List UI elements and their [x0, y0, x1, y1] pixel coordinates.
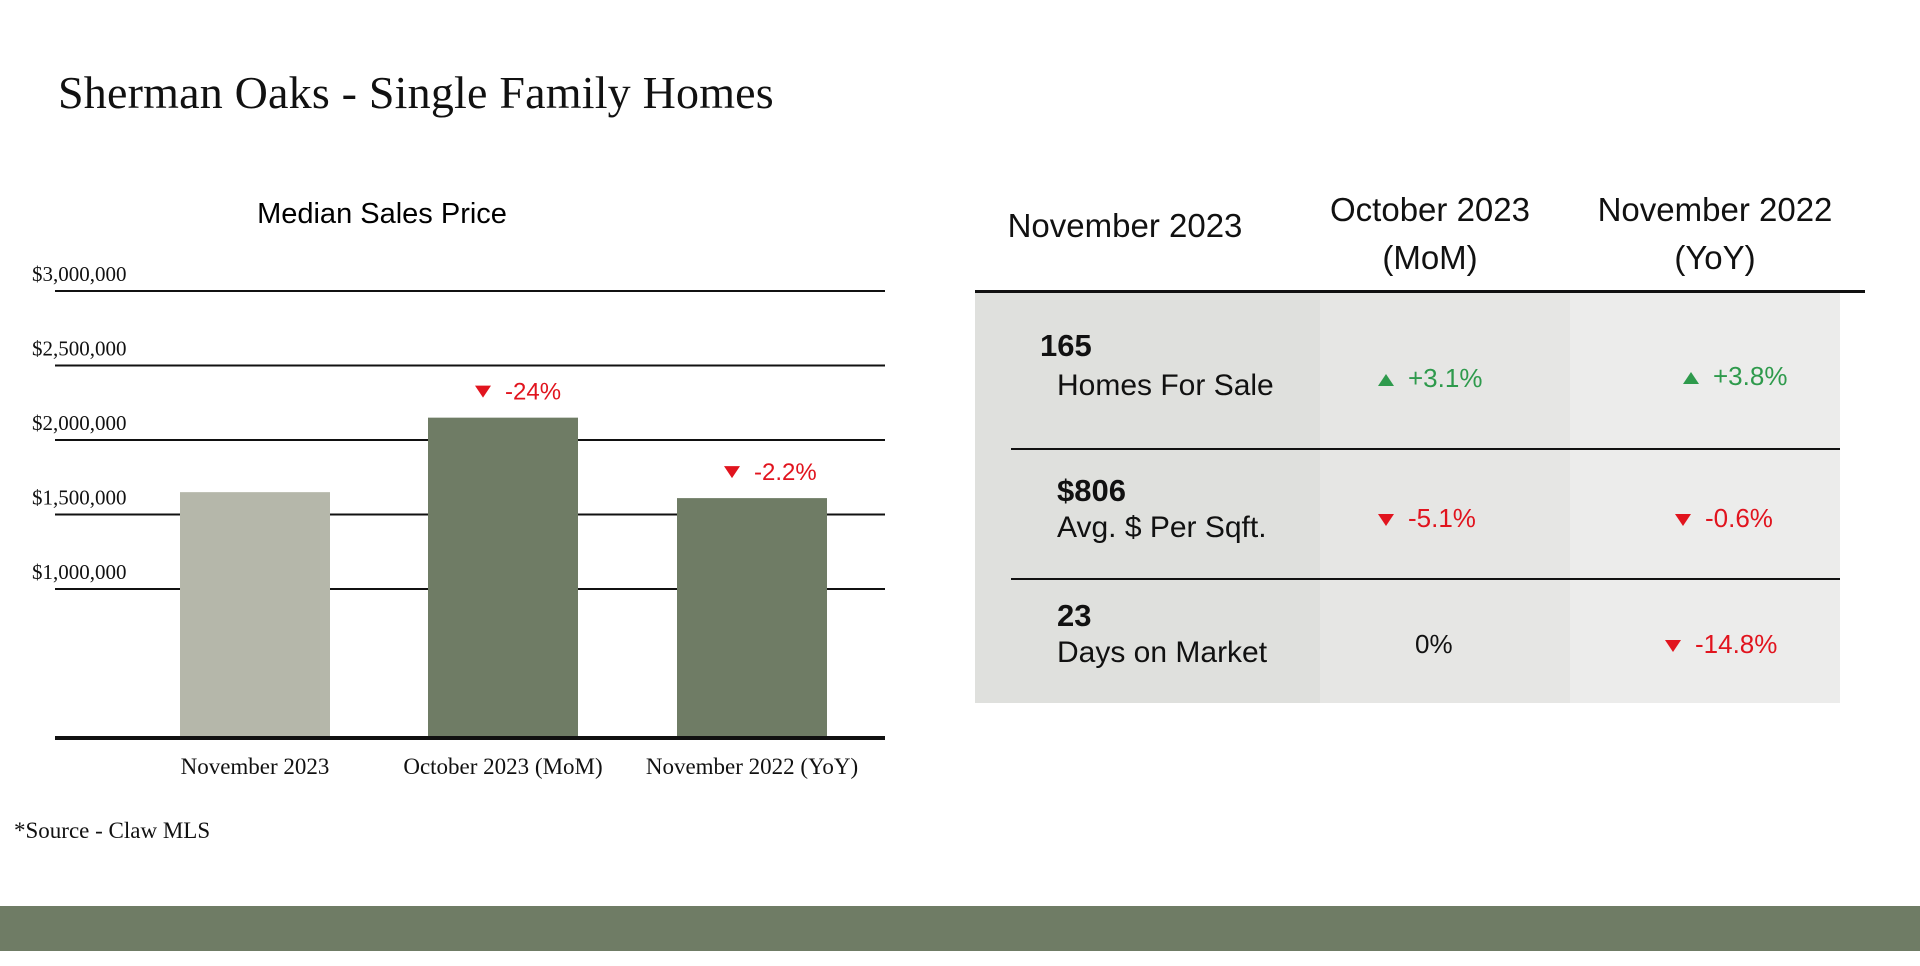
- homes-for-sale-mom-change: +3.1%: [1378, 363, 1482, 394]
- days-on-market-mom-change: 0%: [1415, 629, 1453, 659]
- chart-title: Median Sales Price: [257, 198, 507, 230]
- y-tick-label: $3,000,000: [32, 262, 127, 286]
- down-arrow-icon: [724, 466, 740, 479]
- homes-for-sale-yoy-change: +3.8%: [1683, 361, 1787, 392]
- bar-change-label: -2.2%: [754, 459, 817, 486]
- homes-for-sale-value: 165: [1040, 328, 1092, 363]
- x-tick-label: October 2023 (MoM): [403, 754, 602, 779]
- x-tick-label: November 2023: [181, 754, 330, 779]
- homes-for-sale-label: Homes For Sale: [1057, 369, 1274, 402]
- source-note: *Source - Claw MLS: [14, 818, 211, 843]
- y-tick-label: $1,000,000: [32, 560, 127, 584]
- current-column-band: [975, 293, 1320, 703]
- header-october-2023-mom: October 2023 (MoM): [1330, 191, 1530, 276]
- down-arrow-icon: [475, 385, 491, 398]
- page-title: Sherman Oaks - Single Family Homes: [58, 67, 774, 118]
- row-divider: [1011, 448, 1840, 450]
- price-per-sqft-mom-change: -5.1%: [1378, 503, 1476, 534]
- days-on-market-yoy-change: -14.8%: [1665, 629, 1777, 660]
- x-tick-label: November 2022 (YoY): [646, 754, 858, 779]
- bar: [180, 492, 330, 738]
- price-per-sqft-value: $806: [1057, 473, 1126, 508]
- days-on-market-label: Days on Market: [1057, 636, 1268, 669]
- bar: [677, 498, 827, 738]
- yoy-column-band: [1570, 293, 1840, 703]
- down-arrow-icon: [1665, 640, 1681, 653]
- mom-column-band: [1320, 293, 1570, 703]
- price-per-sqft-yoy-change: -0.6%: [1675, 503, 1773, 534]
- up-arrow-icon: [1378, 374, 1394, 387]
- y-tick-label: $2,500,000: [32, 337, 127, 361]
- y-tick-label: $2,000,000: [32, 411, 127, 435]
- footer-bar: [0, 906, 1920, 951]
- row-divider: [1011, 578, 1840, 580]
- y-tick-label: $1,500,000: [32, 486, 127, 510]
- up-arrow-icon: [1683, 372, 1699, 385]
- header-divider: [975, 290, 1865, 293]
- bar-change-label: -24%: [505, 379, 561, 406]
- header-november-2023: November 2023: [1007, 207, 1243, 244]
- bar: [428, 417, 578, 738]
- price-per-sqft-label: Avg. $ Per Sqft.: [1057, 511, 1267, 544]
- comparison-table: November 2023 October 2023 (MoM) Novembe…: [975, 180, 1865, 705]
- down-arrow-icon: [1378, 514, 1394, 527]
- days-on-market-value: 23: [1057, 598, 1092, 633]
- header-november-2022-yoy: November 2022 (YoY): [1597, 191, 1833, 276]
- median-sales-price-chart: Median Sales Price $1,000,000 $1,500,000 $2…: [32, 198, 885, 779]
- down-arrow-icon: [1675, 514, 1691, 527]
